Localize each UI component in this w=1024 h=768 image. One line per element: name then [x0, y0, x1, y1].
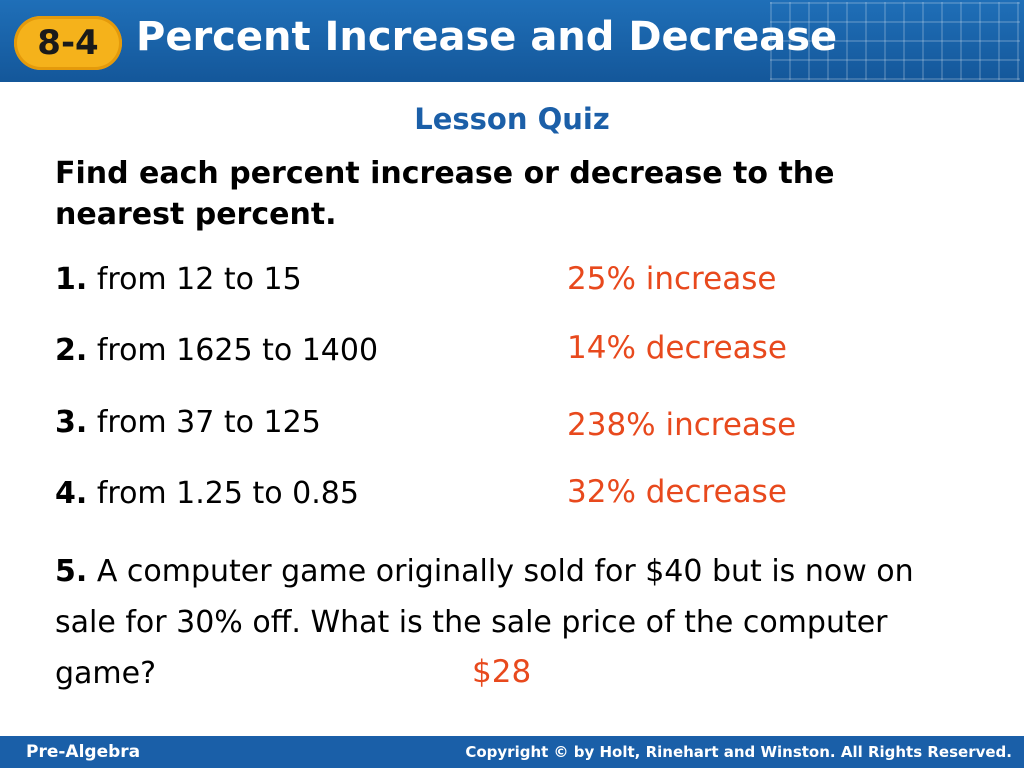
answer-4: 32% decrease: [567, 474, 787, 510]
answer-2: 14% decrease: [567, 330, 787, 366]
answer-5: $28: [472, 654, 532, 690]
question-number: 5.: [55, 554, 88, 589]
question-4: 4. from 1.25 to 0.85: [55, 476, 359, 511]
answer-3: 238% increase: [567, 407, 797, 443]
question-1: 1. from 12 to 15: [55, 262, 302, 297]
course-label: Pre-Algebra: [26, 742, 141, 762]
question-text: from 37 to 125: [96, 405, 321, 440]
copyright-notice: Copyright © by Holt, Rinehart and Winsto…: [465, 743, 1012, 761]
question-2: 2. from 1625 to 1400: [55, 333, 378, 368]
question-text: from 1625 to 1400: [96, 333, 379, 368]
header-bar: 8-4 Percent Increase and Decrease: [0, 0, 1024, 82]
section-title-text: Lesson Quiz: [414, 102, 610, 136]
lesson-number-badge: 8-4: [14, 16, 122, 70]
question-text: A computer game originally sold for $40 …: [55, 554, 914, 691]
question-number: 2.: [55, 333, 88, 368]
page-title: Percent Increase and Decrease: [136, 14, 838, 60]
question-3: 3. from 37 to 125: [55, 405, 321, 440]
question-text: from 12 to 15: [96, 262, 302, 297]
answer-1: 25% increase: [567, 261, 777, 297]
question-number: 4.: [55, 476, 88, 511]
instructions: Find each percent increase or decrease t…: [55, 156, 835, 232]
footer-bar: Pre-Algebra Copyright © by Holt, Rinehar…: [0, 736, 1024, 768]
section-title: Lesson Quiz: [0, 102, 1024, 136]
question-text: from 1.25 to 0.85: [96, 476, 359, 511]
question-5: 5. A computer game originally sold for $…: [55, 546, 935, 699]
question-number: 1.: [55, 262, 88, 297]
grid-decoration: [770, 2, 1020, 80]
question-number: 3.: [55, 405, 88, 440]
